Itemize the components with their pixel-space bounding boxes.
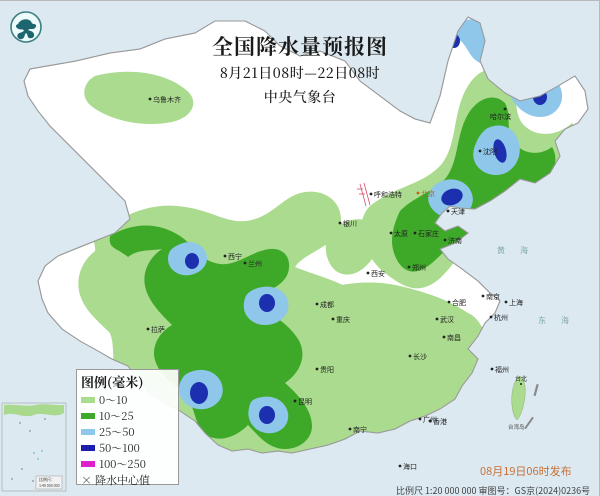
- svg-text:台北: 台北: [515, 374, 527, 383]
- svg-text:长沙: 长沙: [413, 352, 427, 362]
- svg-text:石家庄: 石家庄: [418, 229, 439, 239]
- svg-text:天津: 天津: [451, 207, 465, 217]
- svg-text:海: 海: [561, 315, 569, 326]
- svg-text:比例尺 1:20 000 000 审图号：GS京(20: 比例尺 1:20 000 000 审图号：GS京(2024)0236号: [396, 484, 590, 496]
- svg-text:海口: 海口: [403, 462, 417, 472]
- svg-text:南京: 南京: [486, 292, 500, 302]
- svg-text:东: 东: [538, 315, 546, 326]
- svg-text:呼和浩特: 呼和浩特: [374, 190, 402, 200]
- svg-text:香港: 香港: [433, 417, 447, 427]
- svg-text:08月19日06时发布: 08月19日06时发布: [480, 463, 572, 479]
- svg-text:南宁: 南宁: [353, 425, 367, 435]
- svg-text:西安: 西安: [371, 269, 385, 279]
- svg-text:合肥: 合肥: [452, 298, 466, 308]
- svg-text:武汉: 武汉: [440, 315, 454, 325]
- svg-text:贵阳: 贵阳: [320, 365, 334, 375]
- svg-text:兰州: 兰州: [248, 259, 262, 269]
- svg-text:1:40 000 000: 1:40 000 000: [39, 484, 60, 489]
- svg-text:重庆: 重庆: [336, 315, 350, 325]
- svg-text:西宁: 西宁: [228, 252, 242, 262]
- svg-text:海: 海: [520, 245, 528, 256]
- svg-text:南昌: 南昌: [447, 333, 461, 343]
- svg-text:比例尺：: 比例尺：: [39, 476, 55, 483]
- svg-text:济南: 济南: [448, 236, 462, 246]
- svg-text:成都: 成都: [320, 300, 334, 310]
- svg-text:哈尔滨: 哈尔滨: [490, 112, 511, 122]
- svg-text:杭州: 杭州: [494, 313, 508, 323]
- svg-text:沈阳: 沈阳: [483, 147, 497, 157]
- svg-text:黄: 黄: [497, 245, 505, 256]
- svg-text:台湾岛: 台湾岛: [508, 423, 525, 431]
- svg-text:郑州: 郑州: [412, 263, 426, 273]
- svg-text:北京: 北京: [421, 189, 435, 199]
- svg-text:昆明: 昆明: [298, 397, 312, 407]
- svg-text:太原: 太原: [394, 229, 408, 239]
- svg-text:银川: 银川: [343, 219, 357, 229]
- svg-text:拉萨: 拉萨: [151, 325, 165, 335]
- svg-text:上海: 上海: [509, 298, 523, 308]
- svg-text:福州: 福州: [495, 365, 509, 375]
